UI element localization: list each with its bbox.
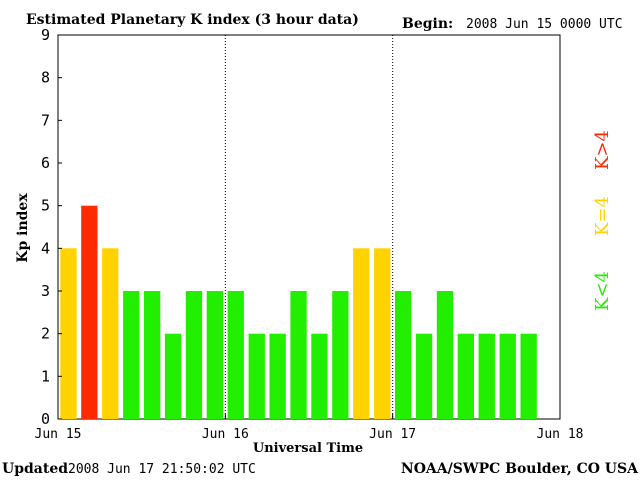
- x-tick-label: Jun 18: [537, 427, 584, 442]
- y-tick-label: 7: [41, 111, 50, 129]
- kp-bar: [520, 333, 537, 419]
- kp-bar: [436, 291, 454, 419]
- kp-bar: [395, 291, 412, 419]
- kp-bar: [144, 291, 161, 419]
- kp-bar: [227, 291, 244, 419]
- x-axis-ticks: Jun 15 Jun 16 Jun 17 Jun 18: [35, 414, 584, 442]
- kp-bar: [206, 291, 223, 419]
- x-tick-label: Jun 17: [369, 427, 416, 442]
- kp-bar: [374, 248, 391, 419]
- y-tick-label: 3: [41, 282, 50, 300]
- x-tick-label: Jun 15: [35, 427, 82, 442]
- y-tick-label: 9: [41, 26, 50, 44]
- chart-title: Estimated Planetary K index (3 hour data…: [26, 12, 359, 28]
- kp-bar: [457, 333, 474, 419]
- y-tick-label: 8: [41, 69, 50, 87]
- y-tick-label: 4: [41, 239, 50, 257]
- updated-label: Updated: [2, 461, 68, 477]
- kp-bar: [185, 291, 203, 419]
- kp-bar: [332, 291, 349, 419]
- kp-bar: [269, 333, 286, 419]
- legend-greater: K>4: [592, 130, 613, 170]
- y-tick-label: 0: [41, 410, 50, 428]
- kp-bar: [81, 205, 98, 419]
- source-credit: NOAA/SWPC Boulder, CO USA: [401, 461, 639, 477]
- kp-bar: [123, 291, 140, 419]
- kp-bar: [248, 333, 265, 419]
- plot-frame: [57, 34, 561, 420]
- kp-bar: [415, 333, 433, 419]
- begin-label: Begin:: [402, 16, 453, 32]
- y-tick-label: 5: [41, 197, 50, 215]
- y-tick-label: 6: [41, 154, 50, 172]
- kp-bar: [164, 333, 182, 419]
- updated-value: 2008 Jun 17 21:50:02 UTC: [68, 462, 256, 477]
- y-axis-label: Kp index: [15, 193, 31, 263]
- x-axis-label: Universal Time: [253, 441, 363, 456]
- kp-bar: [499, 333, 516, 419]
- legend-equal: K=4: [592, 196, 613, 236]
- kp-bar: [60, 248, 77, 419]
- begin-value: 2008 Jun 15 0000 UTC: [466, 17, 623, 32]
- plot-area: [57, 34, 561, 420]
- y-tick-label: 2: [41, 325, 50, 343]
- kp-bar: [478, 333, 495, 419]
- x-tick-label: Jun 16: [202, 427, 249, 442]
- y-tick-label: 1: [41, 367, 50, 385]
- kp-bar: [290, 291, 307, 419]
- kp-bar: [102, 248, 119, 419]
- legend-less: K<4: [592, 271, 613, 311]
- kp-bar: [353, 248, 370, 419]
- y-axis-ticks: 0 1 2 3 4 5 6 7 8 9: [41, 26, 62, 428]
- kp-bar: [311, 333, 328, 419]
